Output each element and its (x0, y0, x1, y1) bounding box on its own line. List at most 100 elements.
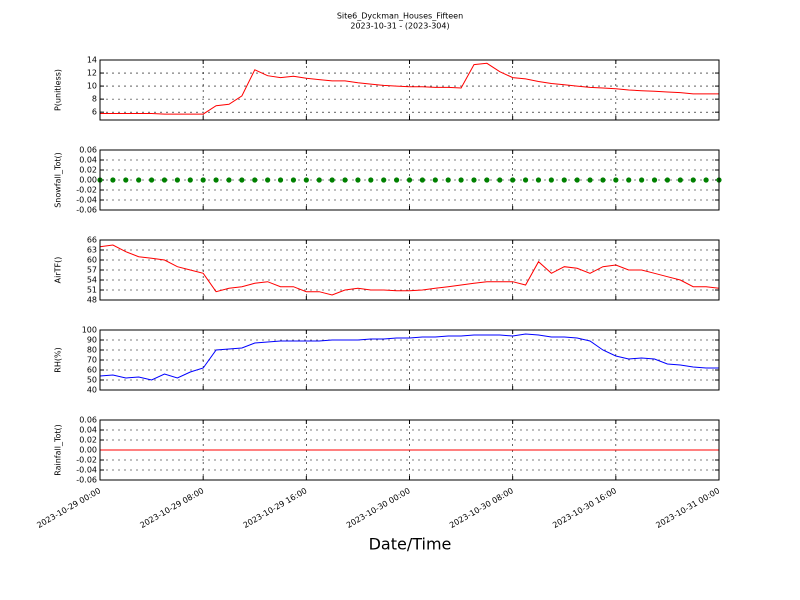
data-point (290, 177, 297, 183)
x-tick-label: 2023-10-29 00:00 (35, 486, 102, 530)
data-point (303, 177, 309, 183)
data-point (613, 177, 619, 183)
y-tick-label: 100 (82, 326, 97, 335)
data-point (458, 177, 464, 183)
data-point (394, 177, 400, 183)
data-point (161, 177, 168, 183)
y-tick-label: 0.04 (79, 156, 97, 165)
data-point (690, 177, 696, 183)
plot-frame (99, 149, 720, 211)
data-point (265, 177, 271, 183)
y-tick-label: 54 (87, 276, 97, 285)
data-point (355, 177, 361, 183)
y-tick-label: 0.06 (79, 146, 97, 155)
data-point (123, 177, 129, 183)
x-tick-label: 2023-10-30 00:00 (345, 486, 412, 530)
data-point (548, 177, 554, 183)
data-point (239, 177, 245, 183)
data-point (587, 177, 593, 183)
data-point (136, 177, 142, 183)
data-point (329, 177, 335, 183)
x-tick-label: 2023-10-31 00:00 (654, 486, 721, 530)
data-point (626, 177, 632, 183)
y-tick-label: -0.06 (76, 476, 97, 485)
data-point (368, 177, 374, 183)
chart-title: Site6_Dyckman_Houses_Fifteen (337, 12, 463, 21)
x-axis-label: Date/Time (369, 535, 452, 554)
y-tick-label: 80 (87, 346, 97, 355)
y-tick-label: -0.04 (76, 196, 97, 205)
y-tick-label: 0.02 (79, 166, 97, 175)
data-point (639, 177, 645, 183)
data-point (226, 177, 232, 183)
data-point (174, 177, 180, 183)
plot-frame (99, 329, 720, 391)
y-tick-label: -0.06 (76, 206, 97, 215)
data-point (432, 177, 438, 183)
plot-frame (99, 59, 720, 121)
y-tick-label: 50 (87, 376, 97, 385)
data-point (651, 177, 658, 183)
data-point (213, 177, 219, 183)
plot-frame (99, 239, 720, 301)
x-tick-label: 2023-10-30 08:00 (448, 486, 515, 530)
data-point (510, 177, 516, 183)
y-axis-label: P(unitless) (54, 69, 63, 111)
data-point (497, 177, 503, 183)
data-point (277, 177, 284, 183)
data-line (100, 62, 719, 115)
y-tick-label: 0.02 (79, 436, 97, 445)
y-tick-label: -0.02 (76, 186, 97, 195)
y-tick-label: 63 (87, 246, 97, 255)
data-point (381, 177, 387, 183)
data-point (561, 177, 567, 183)
y-tick-label: 6 (92, 108, 97, 117)
y-tick-label: 12 (87, 69, 97, 78)
data-line (99, 333, 719, 381)
data-point (445, 177, 451, 183)
data-point (252, 177, 258, 183)
y-tick-label: -0.04 (76, 466, 97, 475)
y-tick-label: 14 (87, 56, 97, 65)
data-point (316, 177, 322, 183)
data-point (522, 177, 529, 183)
y-tick-label: 48 (87, 296, 97, 305)
y-tick-label: -0.02 (76, 456, 97, 465)
data-point (703, 177, 709, 183)
y-tick-label: 0.00 (79, 446, 97, 455)
x-tick-label: 2023-10-29 16:00 (242, 486, 309, 530)
data-point (677, 177, 683, 183)
y-tick-label: 90 (87, 336, 97, 345)
y-tick-label: 70 (87, 356, 97, 365)
data-point (600, 177, 606, 183)
plot-frame (99, 419, 720, 481)
y-axis-label: Snowfall_Tot() (54, 152, 63, 208)
data-point (484, 177, 490, 183)
y-tick-label: 57 (87, 266, 97, 275)
y-axis-label: RH(%) (54, 347, 63, 372)
y-axis-label: Rainfall_Tot() (54, 424, 63, 476)
y-tick-label: 0.04 (79, 426, 97, 435)
y-tick-label: 66 (87, 236, 97, 245)
data-point (419, 177, 425, 183)
x-tick-label: 2023-10-30 16:00 (551, 486, 618, 530)
data-point (342, 177, 348, 183)
data-point (110, 177, 116, 183)
chart-subtitle: 2023-10-31 - (2023-304) (350, 22, 449, 31)
data-point (664, 177, 671, 183)
y-tick-label: 60 (87, 366, 97, 375)
y-tick-label: 10 (87, 82, 97, 91)
data-line (99, 244, 720, 296)
y-tick-label: 0.00 (79, 176, 97, 185)
data-point (148, 177, 155, 183)
data-point (406, 177, 413, 183)
x-tick-label: 2023-10-29 08:00 (138, 486, 205, 530)
data-point (535, 177, 542, 183)
data-point (471, 177, 477, 183)
data-point (187, 177, 193, 183)
y-tick-label: 60 (87, 256, 97, 265)
y-tick-label: 51 (87, 286, 97, 295)
y-tick-label: 0.06 (79, 416, 97, 425)
y-tick-label: 8 (92, 95, 97, 104)
